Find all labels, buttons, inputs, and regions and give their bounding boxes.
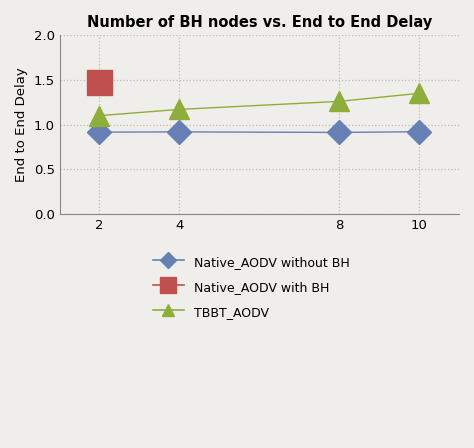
Legend: Native_AODV without BH, Native_AODV with BH, TBBT_AODV: Native_AODV without BH, Native_AODV with… — [146, 247, 356, 327]
TBBT_AODV — [97, 113, 102, 118]
TBBT_AODV — [416, 90, 422, 96]
Y-axis label: End to End Delay: End to End Delay — [15, 67, 28, 182]
Native_AODV without BH — [416, 129, 422, 134]
Title: Number of BH nodes vs. End to End Delay: Number of BH nodes vs. End to End Delay — [87, 15, 432, 30]
Native_AODV without BH — [176, 129, 182, 134]
Line: Native_AODV without BH: Native_AODV without BH — [91, 123, 428, 141]
Native_AODV without BH — [337, 130, 342, 135]
Native_AODV without BH — [97, 129, 102, 135]
TBBT_AODV — [337, 99, 342, 104]
TBBT_AODV — [176, 107, 182, 112]
Line: TBBT_AODV: TBBT_AODV — [90, 84, 429, 125]
